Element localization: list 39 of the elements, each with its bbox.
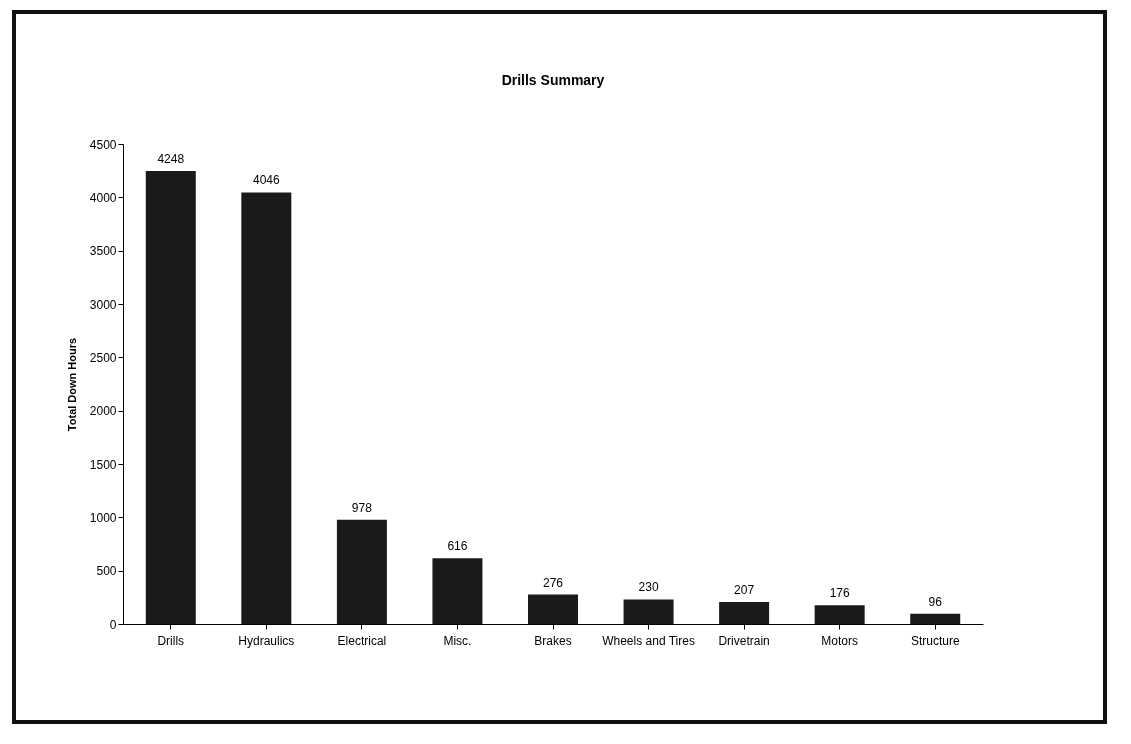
bar [432,558,483,624]
data-label: 176 [829,586,850,601]
data-label: 230 [638,580,659,595]
x-tick-label: Misc. [443,633,472,648]
data-label: 4248 [157,151,185,166]
y-tick-label: 1500 [89,457,117,472]
x-tick-label: Wheels and Tires [602,633,695,648]
y-tick-label: 3500 [89,244,117,259]
bar [145,170,196,624]
y-tick-label: 4500 [89,137,117,152]
y-tick-label: 3000 [89,297,117,312]
x-tick-label: Structure [910,633,960,648]
x-tick-label: Motors [821,633,859,648]
bar [814,605,865,624]
data-label: 276 [542,575,564,590]
chart-title: Drills Summary [501,72,605,88]
y-tick-label: 2000 [89,404,117,419]
data-label: 978 [351,500,373,515]
bar [336,519,387,624]
data-label: 616 [447,539,468,554]
x-tick-label: Brakes [534,633,572,648]
x-tick-label: Hydraulics [238,633,295,648]
x-tick-label: Drivetrain [718,633,770,648]
y-tick-label: 4000 [89,190,117,205]
bar [241,192,292,624]
y-tick-label: 0 [109,617,117,632]
data-label: 4046 [252,173,280,188]
data-label: 96 [928,594,943,609]
bar [910,613,961,624]
bar [719,601,770,624]
data-label: 207 [734,582,755,597]
bar [528,594,578,624]
x-tick-label: Electrical [337,633,387,648]
y-axis-title: Total Down Hours [65,337,78,432]
x-tick-label: Drills [157,633,185,648]
y-tick-label: 2500 [89,350,117,365]
y-tick-label: 1000 [89,510,117,525]
y-tick-label: 500 [96,564,117,579]
bar [623,599,674,624]
